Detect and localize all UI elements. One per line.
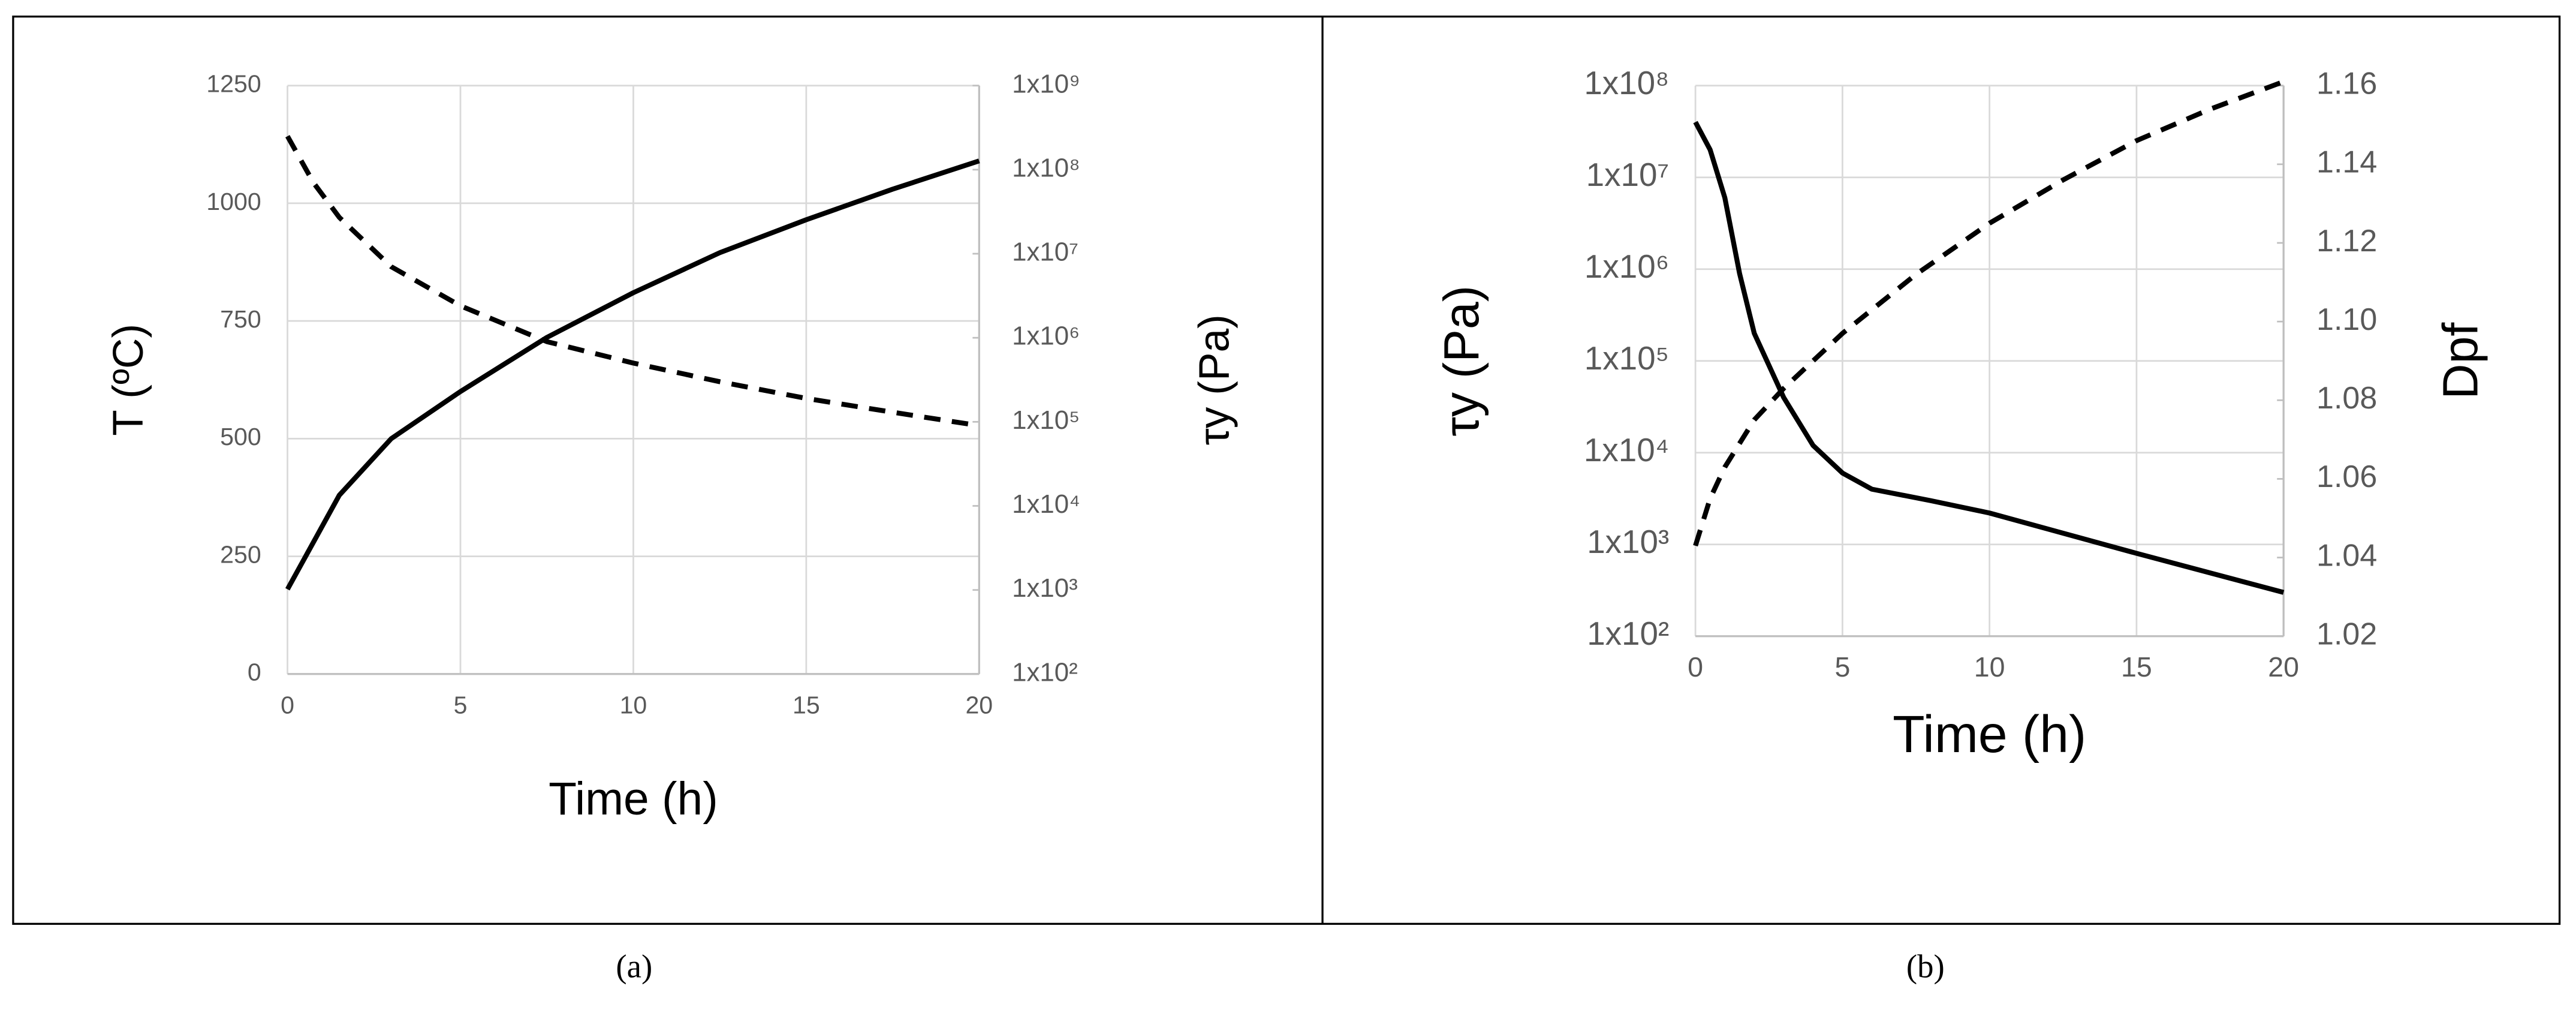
- y2-tick-label: 1.06: [2316, 459, 2377, 494]
- y2-tick-label: 1.14: [2316, 145, 2377, 180]
- figure-frame: [12, 15, 2561, 925]
- y2-tick-label: 1.02: [2316, 617, 2377, 652]
- y2-tick-label: 1.04: [2316, 538, 2377, 573]
- y2-axis-title: Dpf: [2433, 323, 2488, 399]
- y2-tick-label: 1x10⁶: [1012, 321, 1080, 351]
- x-tick-label: 5: [454, 691, 468, 719]
- y-tick-label: 1x10⁵: [1584, 339, 1670, 377]
- data-line: [285, 158, 980, 591]
- y-tick-label: 750: [220, 305, 261, 333]
- y-tick-label: 1250: [206, 70, 261, 98]
- y2-tick-label: 1x10⁷: [1012, 238, 1078, 267]
- x-tick-label: 0: [1688, 651, 1703, 683]
- y2-tick-label: 1.10: [2316, 302, 2377, 337]
- y2-tick-label: 1x10⁹: [1012, 69, 1080, 98]
- y-tick-label: 1000: [206, 188, 261, 215]
- x-tick-label: 20: [2268, 651, 2299, 683]
- y2-tick-label: 1x10⁵: [1012, 405, 1080, 435]
- y2-tick-label: 1x10⁸: [1012, 153, 1080, 182]
- y-tick-label: 1x10⁴: [1584, 431, 1669, 468]
- x-tick-label: 20: [965, 691, 993, 719]
- y2-tick-label: 1x10²: [1012, 657, 1078, 687]
- y-tick-label: 250: [220, 540, 261, 568]
- x-tick-label: 15: [793, 691, 820, 719]
- y-tick-label: 500: [220, 423, 261, 450]
- y-tick-label: 1x10⁶: [1584, 248, 1669, 285]
- panel-label: (a): [616, 948, 652, 985]
- x-tick-label: 5: [1834, 651, 1850, 683]
- y-axis-title: T (ºC): [104, 324, 152, 436]
- y-tick-label: 1x10⁷: [1586, 156, 1670, 193]
- y-tick-label: 1x10³: [1587, 523, 1669, 560]
- y-tick-label: 1x10²: [1587, 615, 1669, 652]
- x-axis-title: Time (h): [1893, 705, 2086, 763]
- x-axis-title: Time (h): [549, 774, 718, 825]
- x-tick-label: 10: [620, 691, 647, 719]
- data-line: [1693, 121, 2285, 595]
- y-tick-label: 0: [248, 659, 261, 686]
- y2-tick-label: 1.16: [2316, 66, 2377, 101]
- data-line: [285, 135, 980, 428]
- x-tick-label: 10: [1974, 651, 2005, 683]
- panel-label: (b): [1906, 948, 1945, 985]
- y-tick-label: 1x10⁸: [1584, 64, 1669, 101]
- x-tick-label: 15: [2121, 651, 2152, 683]
- y2-tick-label: 1.08: [2316, 381, 2377, 416]
- y2-axis-title: τy (Pa): [1190, 314, 1238, 445]
- data-line: [1693, 79, 2285, 547]
- x-tick-label: 0: [281, 691, 294, 719]
- y2-tick-label: 1x10⁴: [1012, 489, 1080, 519]
- y2-tick-label: 1.12: [2316, 224, 2377, 258]
- y-axis-title: τy (Pa): [1435, 285, 1489, 437]
- y2-tick-label: 1x10³: [1012, 573, 1078, 603]
